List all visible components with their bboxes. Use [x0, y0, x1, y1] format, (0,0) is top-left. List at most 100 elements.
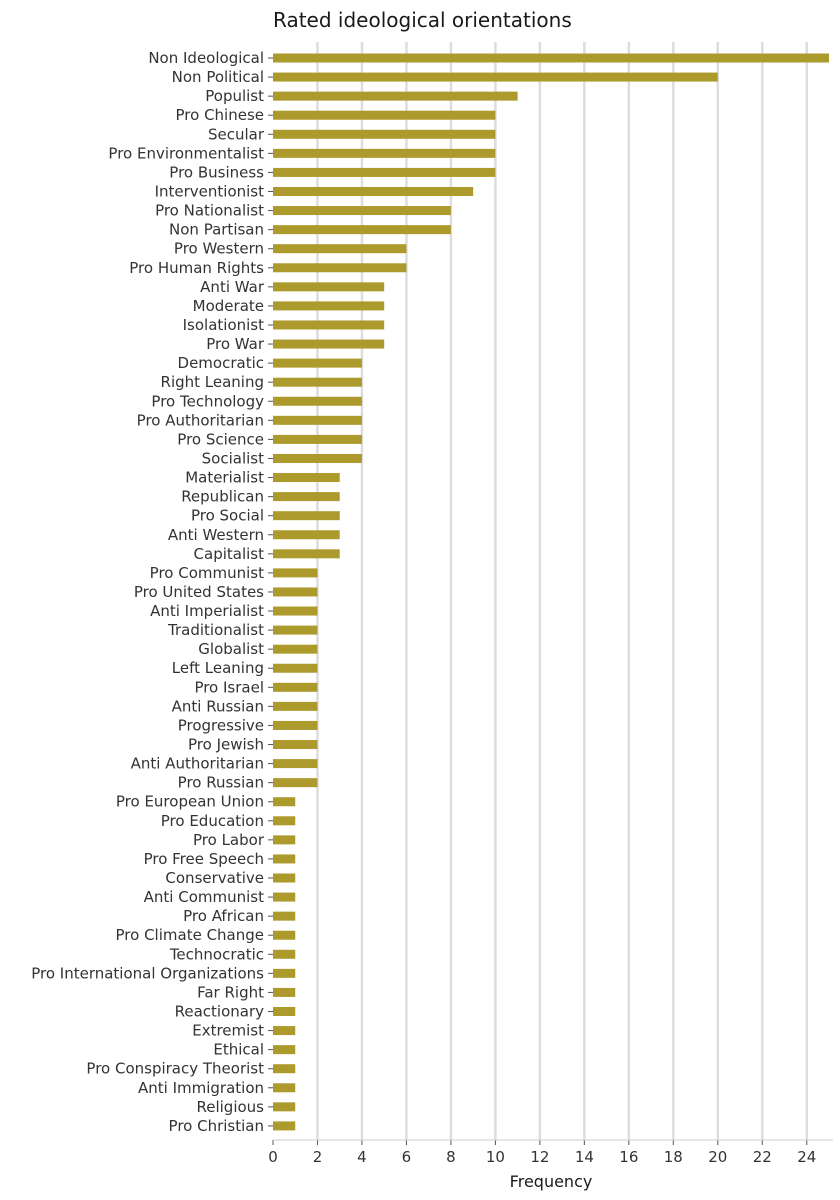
bar [273, 740, 318, 750]
bar [273, 1121, 296, 1131]
bar [273, 701, 318, 711]
bar [273, 549, 340, 559]
category-label: Anti Russian [172, 697, 264, 715]
x-tick-label: 6 [402, 1148, 412, 1166]
category-label: Pro War [206, 335, 265, 353]
category-label: Anti Western [168, 526, 264, 544]
category-label: Pro Jewish [188, 736, 264, 754]
bar [273, 682, 318, 692]
bar [273, 53, 829, 63]
category-label: Pro African [183, 907, 264, 925]
bar [273, 148, 496, 158]
category-label: Reactionary [175, 1003, 265, 1021]
bar [273, 587, 318, 597]
category-label: Pro Chinese [176, 106, 265, 124]
category-label: Pro Environmentalist [108, 144, 264, 162]
category-label: Progressive [178, 716, 264, 734]
bar [273, 301, 385, 311]
x-tick-label: 4 [357, 1148, 367, 1166]
bar [273, 1083, 296, 1093]
bar [273, 186, 474, 196]
category-label: Pro Nationalist [155, 202, 264, 220]
bar [273, 225, 451, 235]
gridlines [316, 42, 809, 1140]
bar [273, 778, 318, 788]
bar [273, 91, 518, 101]
category-label: Globalist [198, 640, 264, 658]
bar [273, 1007, 296, 1016]
x-tick-label: 0 [268, 1148, 278, 1166]
category-label: Interventionist [155, 182, 265, 200]
bar [273, 720, 318, 730]
category-label: Pro Technology [151, 392, 264, 410]
category-label: Pro Authoritarian [137, 411, 264, 429]
category-label: Pro Conspiracy Theorist [86, 1060, 264, 1078]
bar [273, 1064, 296, 1074]
bars [273, 53, 829, 1131]
category-label: Non Partisan [169, 221, 264, 239]
x-tick-label: 18 [664, 1148, 683, 1166]
bar [273, 968, 296, 978]
category-label: Pro Communist [150, 564, 264, 582]
bar [273, 873, 296, 883]
bar [273, 415, 362, 425]
category-label: Pro Russian [178, 774, 264, 792]
category-label: Pro Climate Change [116, 926, 264, 944]
category-label: Pro Christian [169, 1117, 264, 1135]
category-label: Far Right [197, 983, 264, 1001]
bar [273, 129, 496, 139]
bar [273, 663, 318, 673]
category-label: Non Ideological [148, 49, 264, 67]
bar [273, 72, 718, 82]
bar [273, 244, 407, 254]
category-label: Secular [208, 125, 265, 143]
x-axis: 0 2 4 6 8 10 12 14 16 18 20 22 24 [268, 1139, 833, 1166]
bar [273, 511, 340, 521]
category-label: Pro European Union [116, 793, 264, 811]
x-tick-label: 8 [446, 1148, 456, 1166]
bar [273, 606, 318, 616]
bar [273, 911, 296, 921]
bar [273, 530, 340, 540]
category-label: Pro Education [161, 812, 264, 830]
bar [273, 854, 296, 864]
bar [273, 339, 385, 349]
category-label: Anti Imperialist [150, 602, 264, 620]
x-tick-label: 2 [313, 1148, 323, 1166]
category-label: Socialist [202, 449, 264, 467]
bar [273, 263, 407, 273]
chart-title: Rated ideological orientations [273, 8, 572, 32]
x-tick-label: 20 [708, 1148, 727, 1166]
bar [273, 568, 318, 578]
category-label: Non Political [172, 68, 264, 86]
category-label: Pro Science [177, 430, 264, 448]
bar [273, 282, 385, 292]
category-label: Capitalist [194, 545, 265, 563]
bar [273, 892, 296, 902]
category-label: Technocratic [169, 945, 264, 963]
x-tick-label: 16 [619, 1148, 638, 1166]
x-tick-label: 14 [575, 1148, 594, 1166]
category-label: Moderate [193, 297, 264, 315]
bar [273, 835, 296, 845]
bar [273, 206, 451, 216]
category-label: Left Leaning [172, 659, 264, 677]
bar [273, 320, 385, 330]
bar [273, 473, 340, 483]
bar [273, 492, 340, 502]
bar [273, 930, 296, 940]
category-label: Pro Israel [194, 678, 264, 696]
x-tick-label: 24 [797, 1148, 816, 1166]
category-label: Conservative [165, 869, 264, 887]
bar [273, 987, 296, 997]
category-label: Religious [197, 1098, 265, 1116]
category-label: Pro International Organizations [31, 964, 264, 982]
category-label: Pro Western [174, 240, 264, 258]
category-label: Pro Business [169, 163, 264, 181]
bar [273, 644, 318, 654]
x-tick-label: 12 [530, 1148, 549, 1166]
bar [273, 816, 296, 826]
category-label: Anti Communist [144, 888, 264, 906]
category-label: Populist [205, 87, 264, 105]
